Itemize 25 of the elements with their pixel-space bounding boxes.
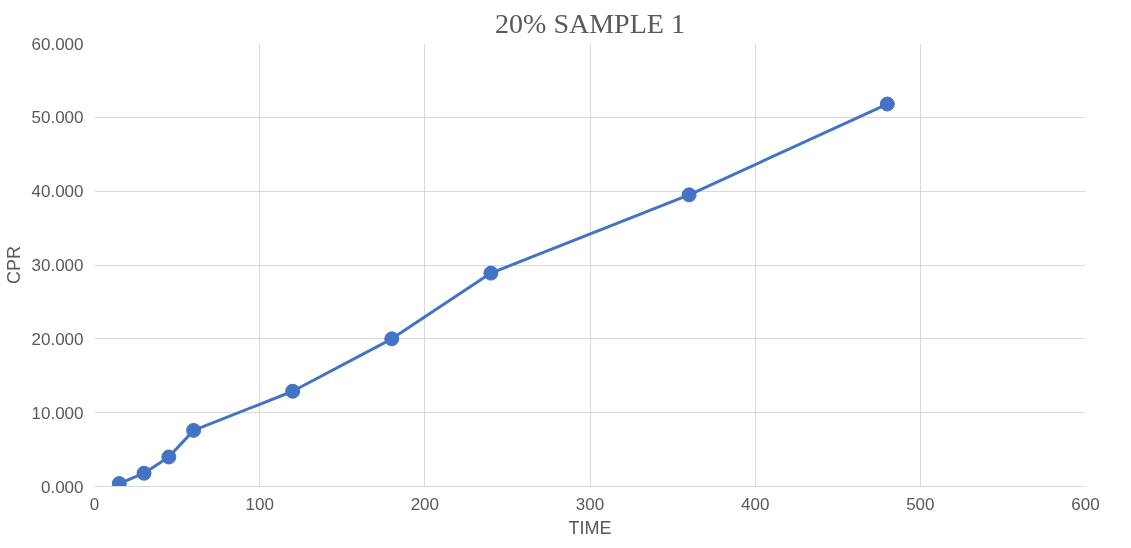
y-tick-label: 40.000 [31, 182, 84, 202]
y-tick-label: 20.000 [31, 329, 84, 349]
point [384, 331, 400, 347]
chart-title: 20% SAMPLE 1 [495, 7, 685, 39]
y-tick-label: 10.000 [31, 403, 84, 423]
point [186, 422, 202, 438]
point [136, 465, 152, 481]
x-tick-label: 0 [89, 494, 100, 514]
x-tick-label: 400 [740, 494, 770, 514]
x-tick-label: 200 [410, 494, 440, 514]
point [161, 449, 177, 465]
x-tick-label: 100 [245, 494, 274, 514]
y-tick-label: 0.000 [40, 477, 84, 497]
point [879, 96, 895, 112]
y-tick-label: 50.000 [31, 108, 84, 128]
x-tick-label: 600 [1071, 494, 1100, 514]
x-axis-title: TIME [568, 517, 612, 538]
y-axis-title: CPR [3, 245, 24, 284]
y-tick-label: 30.000 [31, 256, 84, 275]
point [285, 383, 301, 399]
point [681, 187, 697, 203]
y-tick-label: 60.000 [31, 34, 84, 54]
point [483, 265, 499, 281]
x-tick-label: 300 [575, 494, 605, 514]
x-tick-label: 500 [906, 494, 935, 514]
